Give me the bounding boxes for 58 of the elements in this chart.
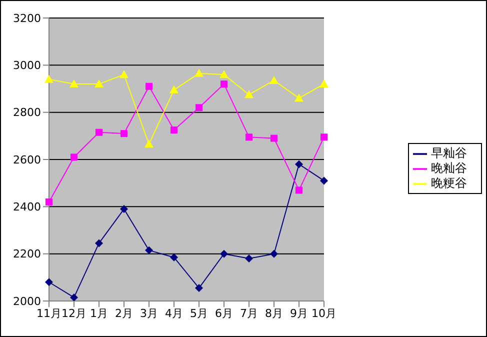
x-tick-label: 7月 bbox=[240, 306, 258, 320]
point bbox=[145, 246, 153, 254]
x-tick-label: 3月 bbox=[140, 306, 158, 320]
x-tick-label: 8月 bbox=[265, 306, 283, 320]
point bbox=[270, 250, 278, 258]
y-tick-label: 2200 bbox=[13, 248, 41, 261]
y-tick-label: 3200 bbox=[13, 12, 41, 25]
y-tick-label: 2800 bbox=[13, 106, 41, 120]
x-tick-label: 4月 bbox=[165, 306, 183, 320]
point bbox=[220, 70, 228, 78]
point bbox=[96, 128, 102, 136]
point bbox=[120, 130, 128, 138]
point bbox=[170, 253, 178, 262]
point bbox=[94, 80, 104, 88]
point bbox=[120, 70, 128, 78]
x-tick-label: 12月 bbox=[62, 306, 86, 320]
legend-label: 早籼谷 bbox=[431, 146, 467, 160]
point bbox=[220, 250, 228, 258]
point bbox=[244, 90, 254, 98]
point bbox=[146, 82, 152, 90]
point bbox=[46, 198, 52, 206]
x-tick-label: 9月 bbox=[290, 306, 308, 320]
y-tick-label: 2400 bbox=[13, 200, 41, 214]
point bbox=[294, 94, 304, 102]
x-tick-label: 2月 bbox=[115, 306, 133, 320]
point bbox=[320, 80, 328, 88]
point bbox=[296, 186, 302, 194]
point bbox=[196, 104, 202, 112]
x-tick-label: 5月 bbox=[190, 306, 208, 320]
point bbox=[246, 134, 252, 141]
point bbox=[295, 160, 303, 168]
point bbox=[270, 134, 278, 142]
point bbox=[44, 74, 54, 83]
point bbox=[70, 154, 78, 161]
point bbox=[120, 205, 128, 214]
x-tick-label: 11月 bbox=[36, 306, 62, 320]
point bbox=[144, 140, 154, 148]
point bbox=[70, 293, 78, 301]
point bbox=[220, 80, 228, 88]
point bbox=[270, 76, 278, 84]
point bbox=[170, 126, 178, 134]
legend-label: 晚籼谷 bbox=[431, 161, 467, 175]
point bbox=[95, 239, 103, 248]
point bbox=[320, 134, 328, 141]
x-tick-label: 6月 bbox=[215, 306, 233, 320]
point bbox=[45, 278, 53, 286]
point bbox=[170, 85, 178, 94]
point bbox=[245, 254, 253, 263]
x-tick-label: 1月 bbox=[90, 306, 108, 320]
x-tick-label: 10月 bbox=[312, 306, 336, 320]
point bbox=[320, 176, 328, 185]
point bbox=[70, 80, 78, 88]
legend-label: 晚粳谷 bbox=[431, 176, 467, 190]
y-tick-label: 2000 bbox=[13, 294, 41, 308]
y-tick-label: 3000 bbox=[13, 59, 41, 72]
y-tick-label: 2600 bbox=[13, 153, 41, 166]
point bbox=[194, 68, 204, 77]
point bbox=[195, 284, 203, 292]
